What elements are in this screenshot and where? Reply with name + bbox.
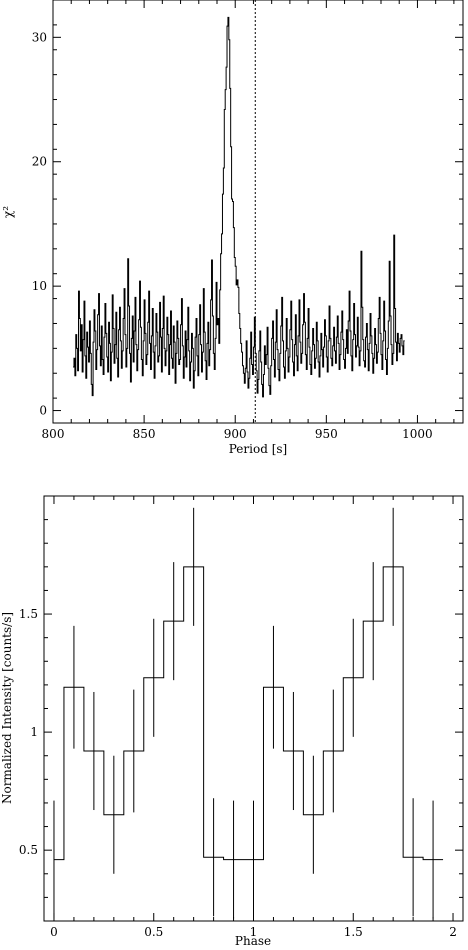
chi-square-curve bbox=[73, 16, 405, 398]
pulse-profile-steps bbox=[53, 566, 444, 861]
periodogram-plot-frame bbox=[52, 0, 464, 424]
p1-ytick-label: 20 bbox=[32, 155, 47, 169]
p2-ytick-label: 1 bbox=[30, 725, 38, 739]
p2-ytick-label: 1.5 bbox=[19, 607, 38, 621]
p2-ytick-label: 0.5 bbox=[19, 843, 38, 857]
periodogram-ticks: 800 850 900 950 1000 0 10 20 30 bbox=[32, 0, 463, 441]
pulse-profile-ticks: 0 0.5 1 1.5 2 0.5 1 1.5 bbox=[19, 496, 463, 939]
p1-xtick-label: 800 bbox=[42, 427, 65, 441]
p1-xtick-label: 900 bbox=[224, 427, 247, 441]
pulse-profile-ylabel: Normalized Intensity [counts/s] bbox=[0, 612, 14, 804]
p1-ytick-label: 30 bbox=[32, 30, 47, 44]
p2-xtick-label: 0.5 bbox=[144, 925, 163, 939]
p1-ytick-label: 10 bbox=[32, 279, 47, 293]
periodogram-xlabel: Period [s] bbox=[229, 442, 287, 456]
periodogram-panel: 800 850 900 950 1000 0 10 20 30 Period [s] χ² bbox=[1, 0, 464, 456]
pulse-profile-xlabel: Phase bbox=[235, 934, 271, 948]
p1-xtick-label: 1000 bbox=[402, 427, 433, 441]
p1-xtick-label: 950 bbox=[315, 427, 338, 441]
pulse-profile-panel: 0 0.5 1 1.5 2 0.5 1 1.5 Phase Normalized Intens… bbox=[0, 495, 464, 948]
p2-xtick-label: 1.5 bbox=[344, 925, 363, 939]
p2-xtick-label: 1 bbox=[250, 925, 258, 939]
pulse-profile-errorbars bbox=[53, 507, 434, 919]
p2-xtick-label: 0 bbox=[50, 925, 58, 939]
periodogram-ylabel: χ² bbox=[1, 206, 15, 218]
p1-ytick-label: 0 bbox=[39, 404, 47, 418]
p2-xtick-label: 2 bbox=[449, 925, 457, 939]
p1-xtick-label: 850 bbox=[133, 427, 156, 441]
